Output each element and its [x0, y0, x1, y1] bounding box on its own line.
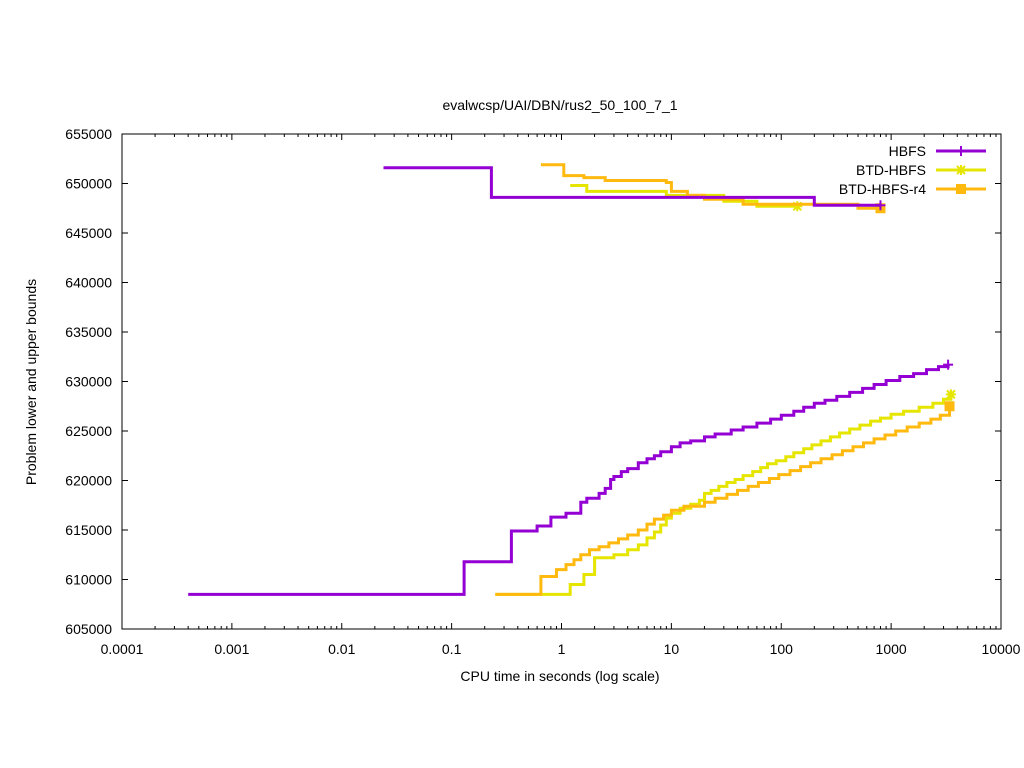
legend: HBFS BTD-HBFS BTD-HBFS-r4	[839, 143, 986, 197]
series-line-btd-hbfs-lower-bound	[495, 394, 953, 596]
y-axis-label: Problem lower and upper bounds	[23, 279, 39, 485]
legend-marker	[956, 184, 966, 194]
series-line-hbfs-lower-bound	[188, 364, 950, 596]
legend-item-btd-hbfs-r4: BTD-HBFS-r4	[839, 181, 986, 197]
y-tick-label: 640000	[65, 275, 112, 291]
y-tick-label: 625000	[65, 423, 112, 439]
y-tick-label: 635000	[65, 324, 112, 340]
legend-item-hbfs: HBFS	[889, 143, 986, 159]
y-tick-label: 655000	[65, 126, 112, 142]
x-tick-label: 0.0001	[101, 641, 144, 657]
x-tick-label: 10000	[982, 641, 1021, 657]
x-axis: 0.0001 0.001 0.01 0.1 1 10 100 1000 10000	[101, 134, 1021, 657]
y-tick-label: 630000	[65, 374, 112, 390]
series-end-marker-hbfs	[943, 359, 954, 370]
legend-marker	[956, 146, 966, 156]
x-tick-label: 0.01	[328, 641, 355, 657]
legend-item-btd-hbfs: BTD-HBFS	[856, 162, 986, 178]
y-axis: 605000 610000 615000 620000 625000 630000 6350…	[65, 126, 1001, 637]
x-axis-label: CPU time in seconds (log scale)	[460, 668, 659, 684]
y-tick-label: 620000	[65, 473, 112, 489]
series-end-marker-btd-hbfs	[945, 389, 956, 400]
chart-title: evalwcsp/UAI/DBN/rus2_50_100_7_1	[442, 97, 677, 113]
x-tick-label: 1	[558, 641, 566, 657]
x-tick-label: 0.001	[214, 641, 249, 657]
x-tick-label: 10	[664, 641, 680, 657]
y-tick-label: 650000	[65, 176, 112, 192]
legend-label: HBFS	[889, 143, 926, 159]
series-end-marker-btd-hbfs-r4	[944, 401, 955, 412]
y-tick-label: 615000	[65, 522, 112, 538]
y-tick-label: 610000	[65, 572, 112, 588]
legend-label: BTD-HBFS	[856, 162, 926, 178]
y-tick-label: 605000	[65, 621, 112, 637]
series-line-hbfs-upper-bound	[383, 166, 881, 207]
legend-label: BTD-HBFS-r4	[839, 181, 926, 197]
x-tick-label: 0.1	[442, 641, 462, 657]
x-tick-label: 1000	[876, 641, 907, 657]
series-line-btd-hbfs-r4-lower-bound	[495, 406, 951, 596]
series-end-marker-hbfs	[875, 200, 886, 211]
x-tick-label: 100	[770, 641, 794, 657]
series-end-marker-btd-hbfs	[792, 201, 803, 212]
y-tick-label: 645000	[65, 225, 112, 241]
plot-area	[188, 163, 956, 596]
series-line-btd-hbfs-r4-upper-bound	[540, 163, 881, 210]
legend-marker	[956, 165, 966, 175]
